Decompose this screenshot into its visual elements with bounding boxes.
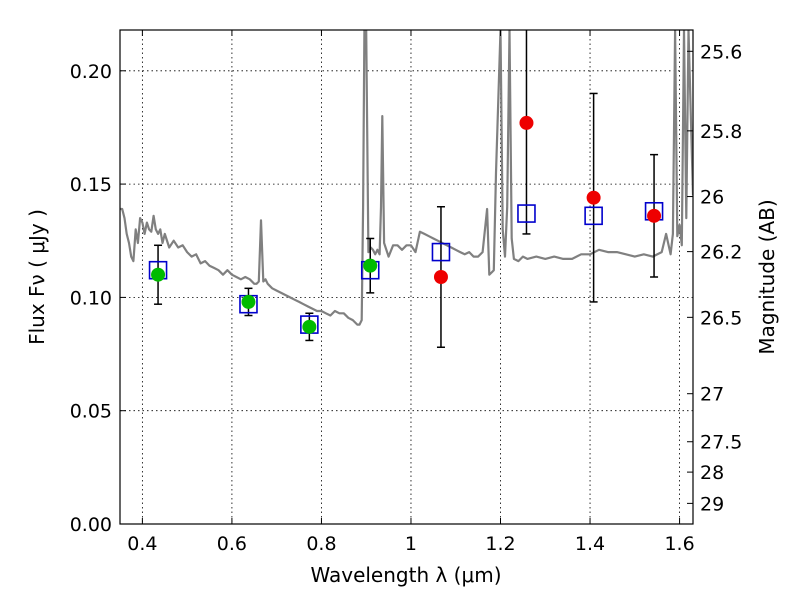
- model-flux-square: [584, 206, 603, 226]
- x-axis-title: Wavelength λ (μm): [310, 563, 501, 587]
- x-tick-label: 1.4: [575, 533, 605, 555]
- x-tick-label: 1.2: [485, 533, 515, 555]
- observed-flux-point: [241, 294, 256, 309]
- x-tick-label: 0.4: [127, 533, 157, 555]
- observed-flux-point: [586, 190, 601, 205]
- x-tick-label: 1: [405, 533, 417, 555]
- right-tick-label: 29: [700, 493, 724, 515]
- axis-ticks: 0.4 0.6 0.8 1 1.2 1.4 1.6 0.00 0.05 0.10 0.15 0.20 2…: [70, 30, 742, 555]
- observed-flux-point: [647, 208, 662, 223]
- observed-flux-point: [363, 258, 378, 273]
- observed-flux-point: [433, 270, 448, 284]
- x-tick-label: 1.6: [664, 533, 694, 555]
- right-tick-label: 27.5: [700, 432, 742, 454]
- x-tick-label: 0.6: [217, 533, 247, 555]
- right-tick-label: 25.6: [700, 41, 742, 63]
- y-tick-label: 0.10: [70, 287, 112, 309]
- y-tick-label: 0.15: [70, 174, 112, 196]
- right-tick-label: 26.2: [700, 242, 742, 264]
- observed-flux-point: [302, 319, 317, 334]
- x-tick-label: 0.8: [306, 533, 336, 555]
- plot-area: [120, 30, 693, 348]
- right-tick-label: 25.8: [700, 121, 742, 143]
- observed-flux-point: [151, 267, 166, 282]
- right-tick-label: 27: [700, 384, 724, 406]
- observed-flux-point: [519, 115, 534, 130]
- y-tick-label: 0.20: [70, 61, 112, 83]
- right-tick-label: 26: [700, 187, 724, 209]
- y-tick-label: 0.00: [70, 514, 112, 536]
- y-tick-label: 0.05: [70, 401, 112, 423]
- plot-frame: [119, 29, 694, 525]
- right-tick-label: 28: [700, 462, 724, 484]
- right-tick-label: 26.5: [700, 307, 742, 329]
- template-spectrum-line: [120, 30, 693, 326]
- model-flux-square: [431, 242, 451, 262]
- y-axis-title: Flux Fν ( μJy ): [25, 209, 49, 345]
- grid-lines: [120, 30, 693, 525]
- y-axis-right-title: Magnitude (AB): [755, 199, 779, 354]
- model-flux-square: [517, 204, 536, 223]
